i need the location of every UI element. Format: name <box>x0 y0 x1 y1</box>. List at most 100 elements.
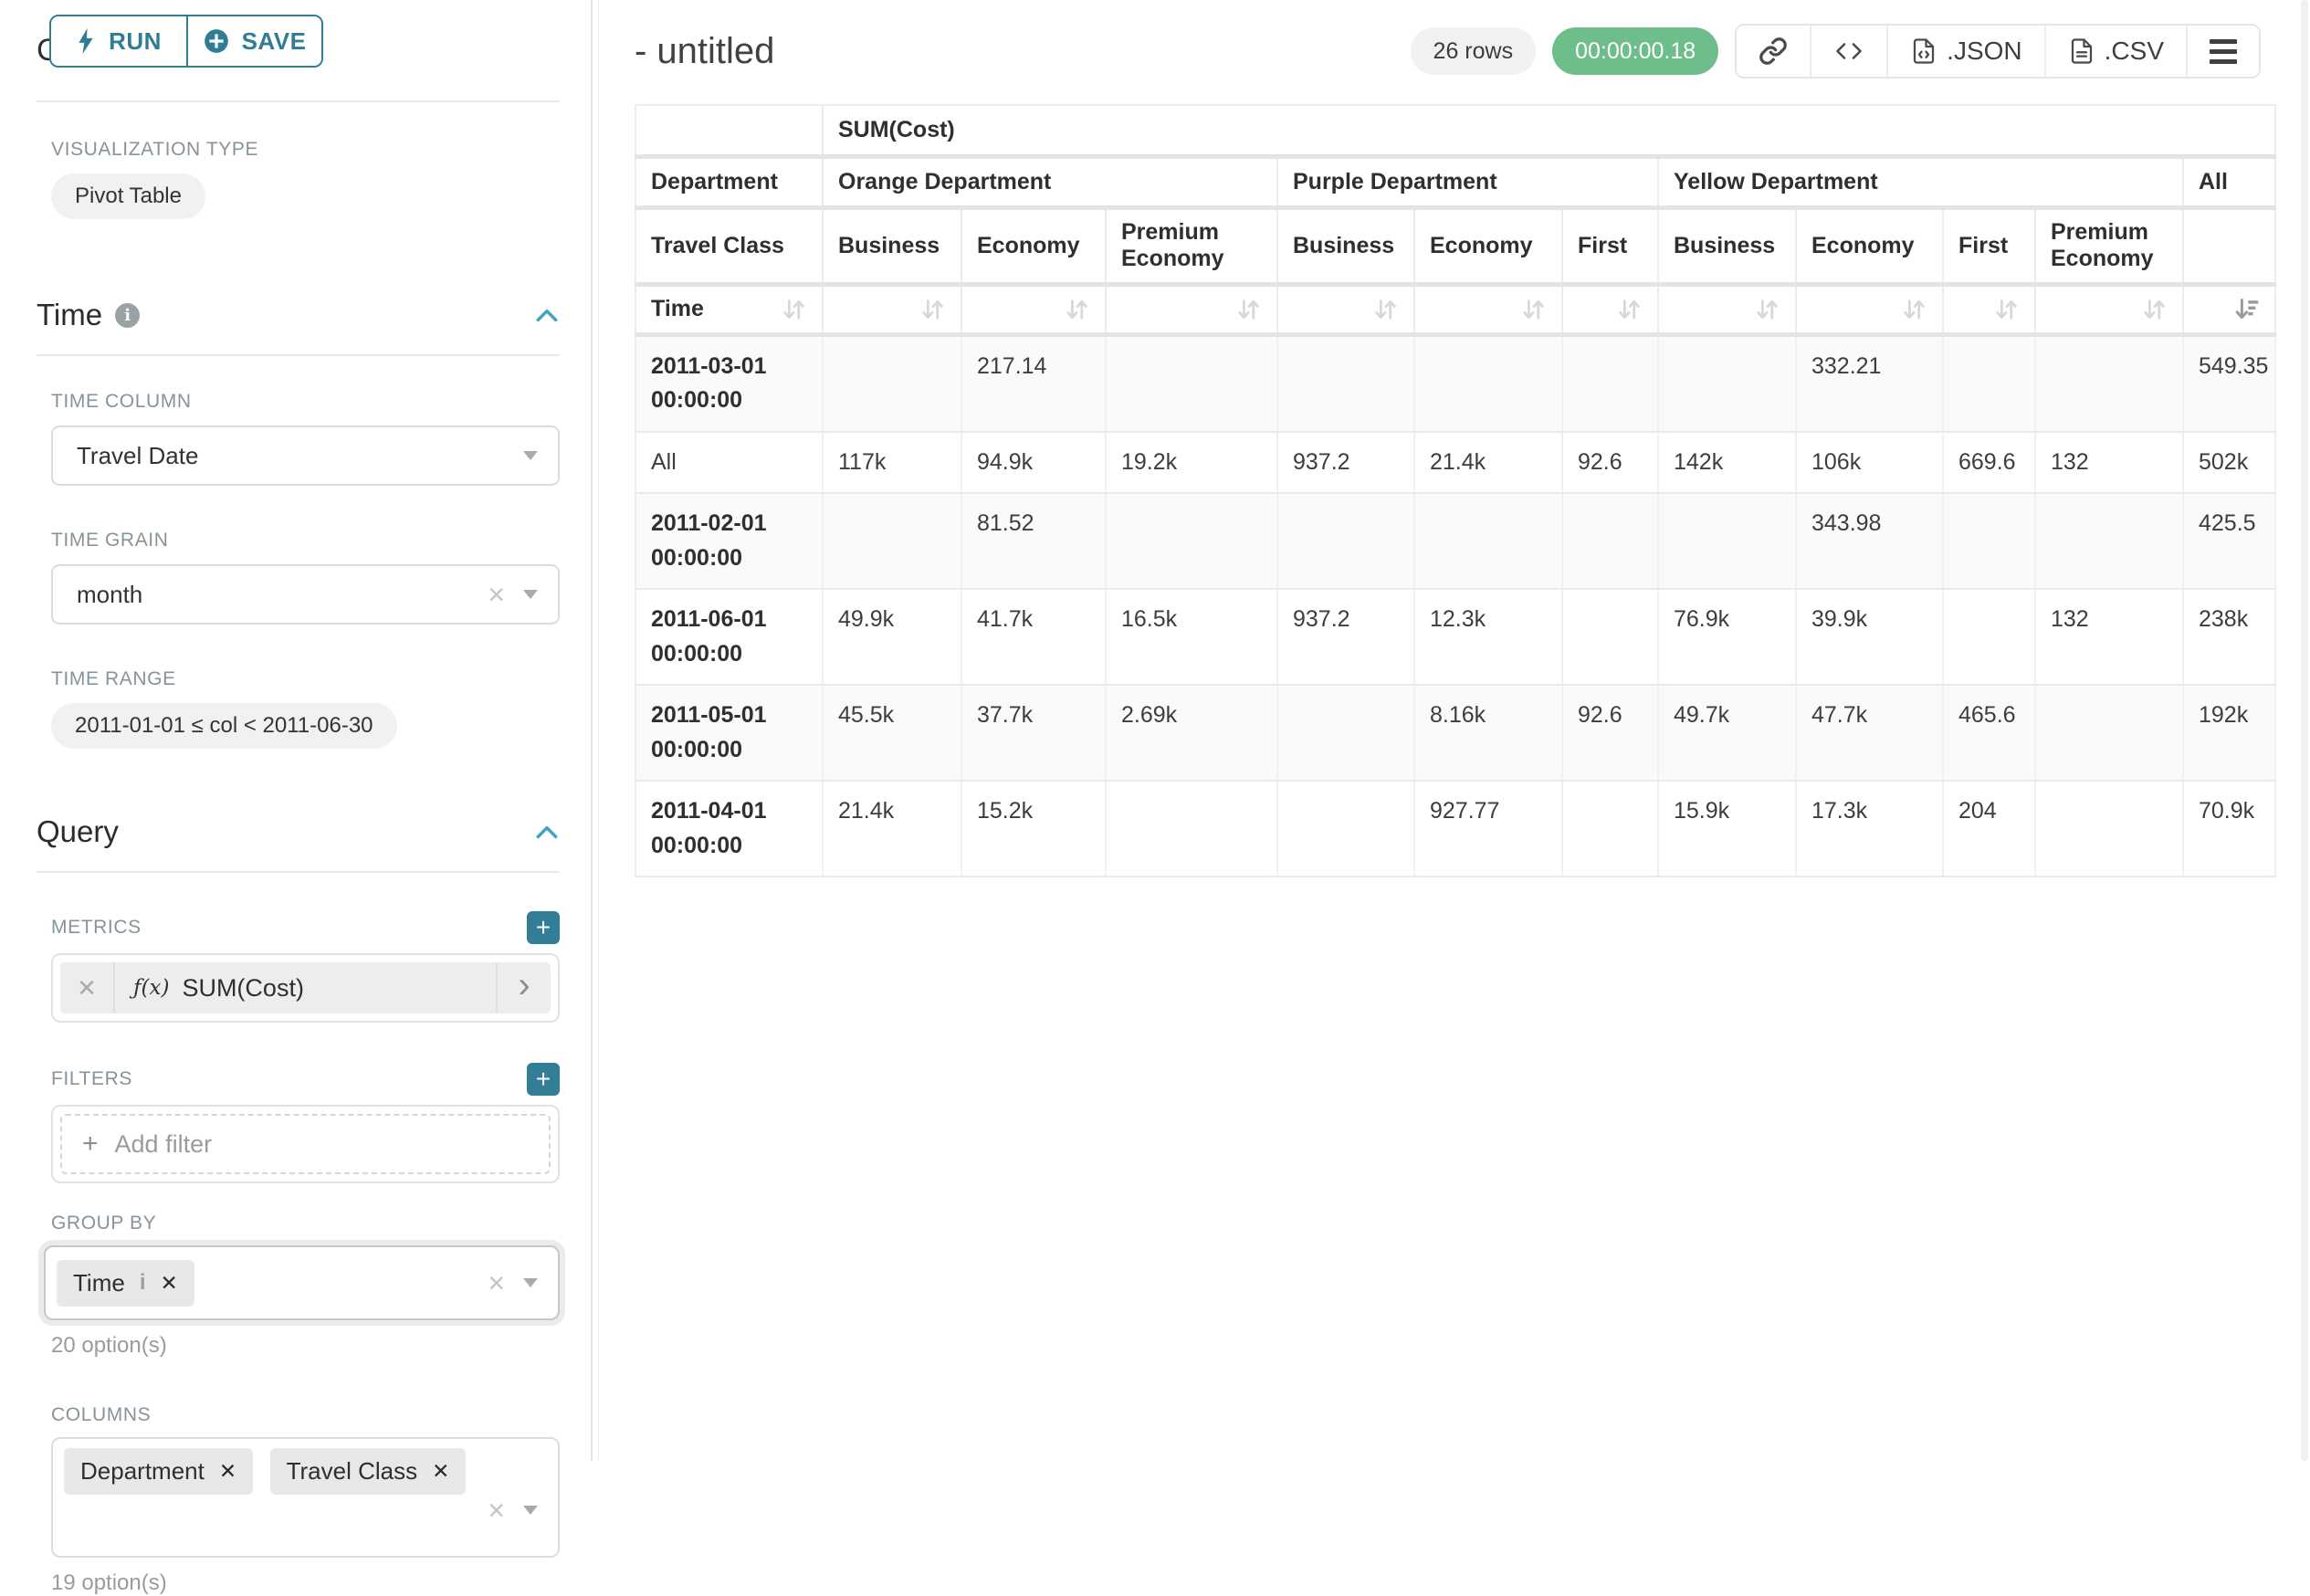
table-row: 2011-06-01 00:00:0049.9k41.7k16.5k937.21… <box>635 589 2275 685</box>
clear-icon[interactable]: × <box>488 1496 505 1525</box>
column-sort-cell[interactable] <box>1943 284 2035 334</box>
remove-metric-icon[interactable]: ✕ <box>60 962 115 1013</box>
time-grain-select[interactable]: month × <box>51 564 560 625</box>
value-cell <box>1658 334 1796 432</box>
export-json-button[interactable]: .JSON <box>1886 26 2043 77</box>
value-cell <box>1943 589 2035 685</box>
chart-title[interactable]: - untitled <box>635 31 774 72</box>
column-sort-cell[interactable] <box>1277 284 1414 334</box>
column-sort-cell[interactable] <box>1414 284 1562 334</box>
metric-pill[interactable]: ✕ ƒ(x) SUM(Cost) › <box>60 962 551 1013</box>
sort-icon[interactable] <box>2140 296 2168 323</box>
sort-desc-icon[interactable] <box>2232 296 2260 323</box>
class-header-cell: Business <box>1277 207 1414 284</box>
column-sort-cell[interactable] <box>1106 284 1277 334</box>
remove-tag-icon[interactable]: ✕ <box>432 1459 449 1484</box>
value-cell: 117k <box>823 432 961 494</box>
chevron-up-icon[interactable] <box>534 821 560 843</box>
columns-tag-travel-class: Travel Class ✕ <box>270 1448 467 1495</box>
control-sidebar: Chart Type RUN SAVE VISUALIZATION TYPE P… <box>0 0 593 1461</box>
value-cell <box>1943 334 2035 432</box>
add-filter-dropzone[interactable]: + Add filter <box>60 1114 551 1174</box>
time-range-pill[interactable]: 2011-01-01 ≤ col < 2011-06-30 <box>51 703 397 749</box>
sort-icon[interactable] <box>1900 296 1927 323</box>
sort-icon[interactable] <box>1234 296 1262 323</box>
group-by-select[interactable]: Time i ✕ × <box>44 1245 560 1320</box>
remove-tag-icon[interactable]: ✕ <box>160 1271 177 1296</box>
value-cell <box>1414 493 1562 589</box>
time-grain-label: TIME GRAIN <box>51 530 560 551</box>
column-sort-cell[interactable] <box>823 284 961 334</box>
sort-icon[interactable] <box>1371 296 1399 323</box>
row-dim-sort-cell[interactable]: Time <box>635 284 823 334</box>
group-by-label: GROUP BY <box>51 1213 560 1234</box>
scrollbar[interactable] <box>2301 0 2308 1461</box>
clear-icon[interactable]: × <box>488 580 505 609</box>
value-cell <box>1106 781 1277 877</box>
value-cell: 70.9k <box>2183 781 2275 877</box>
row-header-cell: 2011-04-01 00:00:00 <box>635 781 823 877</box>
add-filter-button[interactable]: + <box>527 1063 560 1096</box>
value-cell: 192k <box>2183 685 2275 781</box>
chart-actions-group: .JSON .CSV <box>1735 24 2261 79</box>
value-cell: 669.6 <box>1943 432 2035 494</box>
save-button[interactable]: SAVE <box>186 16 321 66</box>
value-cell: 17.3k <box>1796 781 1943 877</box>
group-by-tag-time: Time i ✕ <box>57 1260 194 1307</box>
more-options-button[interactable] <box>2186 26 2259 77</box>
remove-tag-icon[interactable]: ✕ <box>219 1459 236 1484</box>
chart-header: - untitled 26 rows 00:00:00.18 <box>600 0 2310 79</box>
sort-icon[interactable] <box>1519 296 1547 323</box>
value-cell: 217.14 <box>961 334 1106 432</box>
column-sort-cell[interactable] <box>1562 284 1658 334</box>
copy-link-button[interactable] <box>1737 26 1810 77</box>
row-header-cell: 2011-03-01 00:00:00 <box>635 334 823 432</box>
class-header-cell: First <box>1562 207 1658 284</box>
columns-select[interactable]: Department ✕ Travel Class ✕ × <box>51 1437 560 1558</box>
value-cell: 8.16k <box>1414 685 1562 781</box>
value-cell: 92.6 <box>1562 432 1658 494</box>
row-header-cell: 2011-02-01 00:00:00 <box>635 493 823 589</box>
value-cell <box>2035 685 2183 781</box>
sort-icon[interactable] <box>1615 296 1643 323</box>
link-icon <box>1759 37 1788 66</box>
column-sort-cell[interactable] <box>2183 284 2275 334</box>
value-cell: 425.5 <box>2183 493 2275 589</box>
chevron-down-icon[interactable] <box>523 1278 538 1287</box>
chevron-down-icon[interactable] <box>523 590 538 599</box>
info-icon: i <box>115 303 140 328</box>
group-header-cell: Yellow Department <box>1658 156 2183 207</box>
chevron-down-icon[interactable] <box>523 451 538 460</box>
value-cell <box>2035 334 2183 432</box>
value-cell: 465.6 <box>1943 685 2035 781</box>
column-sort-cell[interactable] <box>1796 284 1943 334</box>
sort-icon[interactable] <box>919 296 946 323</box>
chevron-right-icon[interactable]: › <box>496 962 551 1013</box>
value-cell: 502k <box>2183 432 2275 494</box>
visualization-type-pill[interactable]: Pivot Table <box>51 173 205 219</box>
value-cell: 49.7k <box>1658 685 1796 781</box>
chevron-down-icon[interactable] <box>523 1506 538 1515</box>
json-file-icon <box>1910 37 1937 66</box>
value-cell <box>1106 493 1277 589</box>
column-sort-cell[interactable] <box>1658 284 1796 334</box>
column-sort-cell[interactable] <box>2035 284 2183 334</box>
time-column-select[interactable]: Travel Date <box>51 425 560 486</box>
sort-icon[interactable] <box>1063 296 1090 323</box>
clear-icon[interactable]: × <box>488 1268 505 1297</box>
export-csv-button[interactable]: .CSV <box>2044 26 2186 77</box>
time-section-heading: Time i <box>37 298 560 332</box>
add-metric-button[interactable]: + <box>527 911 560 944</box>
value-cell <box>1277 493 1414 589</box>
column-sort-cell[interactable] <box>961 284 1106 334</box>
sort-icon[interactable] <box>780 296 807 323</box>
run-button[interactable]: RUN <box>51 16 186 66</box>
section-divider <box>37 871 560 873</box>
value-cell: 106k <box>1796 432 1943 494</box>
row-header-cell: All <box>635 432 823 494</box>
table-row: 2011-02-01 00:00:0081.52343.98425.5 <box>635 493 2275 589</box>
chevron-up-icon[interactable] <box>534 304 560 326</box>
sort-icon[interactable] <box>1753 296 1780 323</box>
view-query-button[interactable] <box>1810 26 1886 77</box>
sort-icon[interactable] <box>1992 296 2020 323</box>
